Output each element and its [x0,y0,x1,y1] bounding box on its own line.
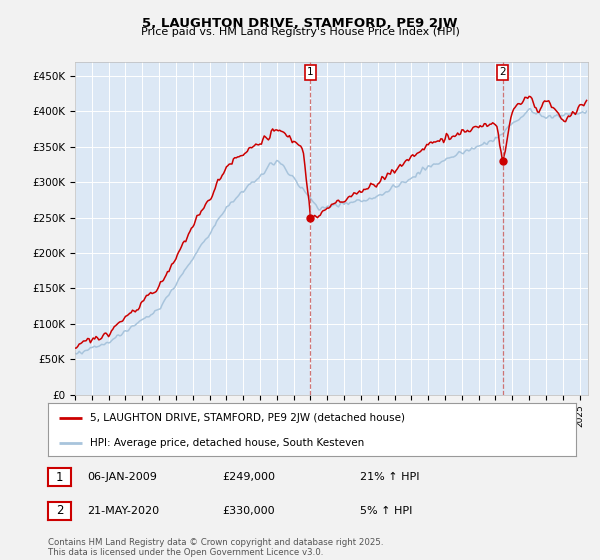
Text: 06-JAN-2009: 06-JAN-2009 [87,472,157,482]
Text: 5% ↑ HPI: 5% ↑ HPI [360,506,412,516]
Text: £249,000: £249,000 [222,472,275,482]
Text: 5, LAUGHTON DRIVE, STAMFORD, PE9 2JW (detached house): 5, LAUGHTON DRIVE, STAMFORD, PE9 2JW (de… [90,413,405,423]
Text: 2: 2 [499,67,506,77]
Text: Contains HM Land Registry data © Crown copyright and database right 2025.
This d: Contains HM Land Registry data © Crown c… [48,538,383,557]
Text: HPI: Average price, detached house, South Kesteven: HPI: Average price, detached house, Sout… [90,438,364,448]
Text: 21-MAY-2020: 21-MAY-2020 [87,506,159,516]
Text: 21% ↑ HPI: 21% ↑ HPI [360,472,419,482]
Text: 2: 2 [56,504,63,517]
Text: £330,000: £330,000 [222,506,275,516]
Text: 5, LAUGHTON DRIVE, STAMFORD, PE9 2JW: 5, LAUGHTON DRIVE, STAMFORD, PE9 2JW [142,17,458,30]
Text: 1: 1 [307,67,314,77]
Text: 1: 1 [56,470,63,484]
Text: Price paid vs. HM Land Registry's House Price Index (HPI): Price paid vs. HM Land Registry's House … [140,27,460,37]
